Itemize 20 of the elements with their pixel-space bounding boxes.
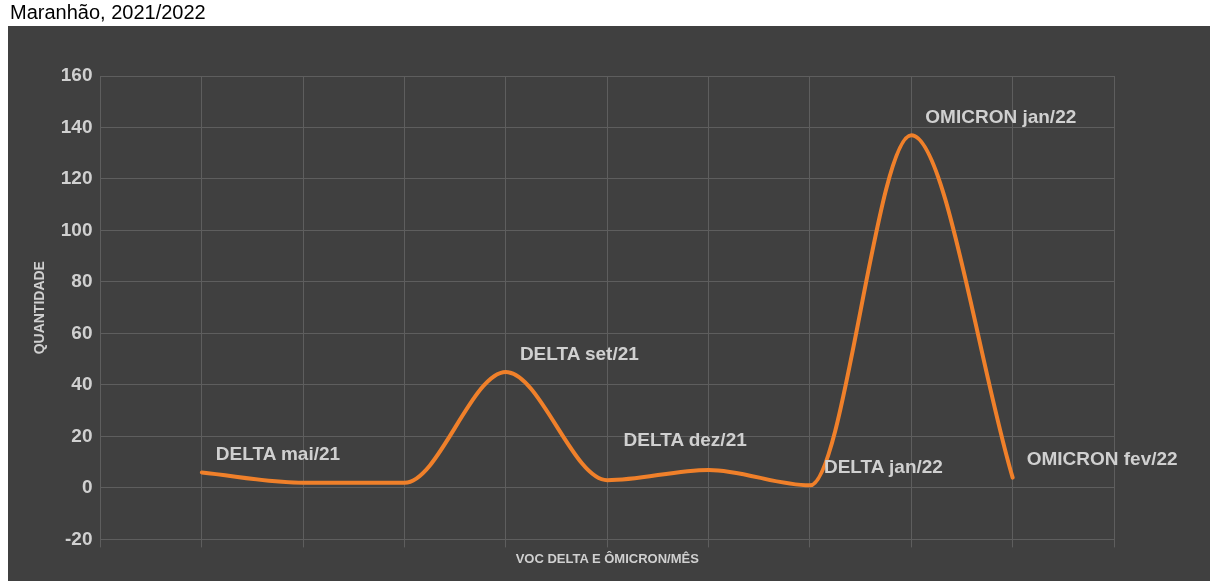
y-tick-label: 120	[60, 167, 93, 189]
annotation: DELTA jan/22	[823, 456, 943, 478]
chart-title: Maranhão, 2021/2022	[10, 0, 206, 24]
line-series	[199, 133, 1015, 488]
y-axis-title: QUANTIDADE	[31, 261, 48, 355]
y-tick-label: 0	[81, 476, 93, 498]
y-tick-label: 40	[71, 373, 93, 395]
annotation: DELTA set/21	[519, 342, 640, 364]
y-tick-label: 20	[71, 424, 93, 446]
y-tick-label: 80	[71, 270, 93, 292]
annotation: DELTA mai/21	[215, 443, 341, 465]
annotation: OMICRON jan/22	[925, 105, 1077, 127]
y-tick-label: 100	[60, 218, 93, 240]
y-tick-label: 60	[71, 321, 93, 343]
y-tick-label: 160	[60, 64, 93, 86]
y-tick-label: -20	[65, 527, 93, 549]
x-axis-title: VOC DELTA E ÔMICRON/MÊS	[515, 550, 700, 566]
annotation: OMICRON fev/22	[1026, 448, 1178, 470]
annotation: DELTA dez/21	[623, 428, 748, 450]
y-tick-label: 140	[60, 115, 93, 137]
